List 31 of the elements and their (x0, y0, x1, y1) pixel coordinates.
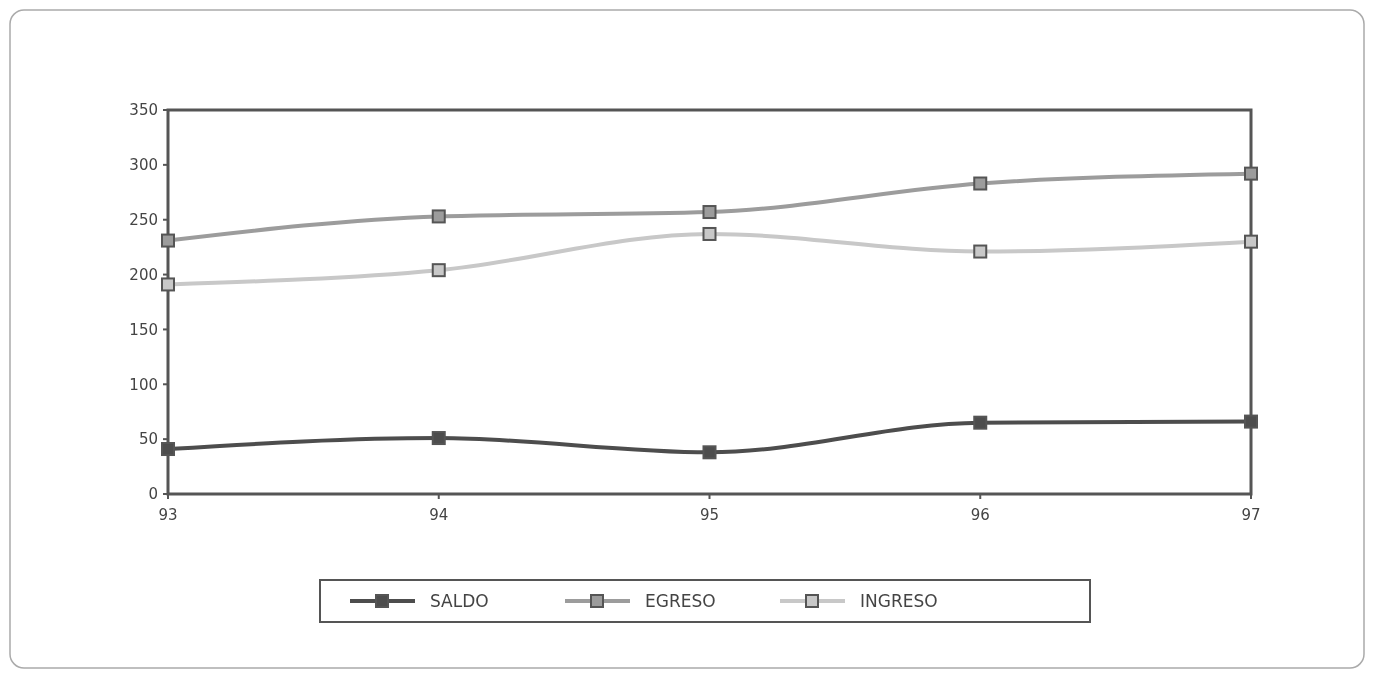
y-tick-label: 300 (129, 156, 158, 175)
x-tick-label: 96 (970, 506, 990, 524)
point (973, 244, 988, 259)
legend-label: EGRESO (645, 590, 716, 611)
y-tick-label: 200 (129, 265, 158, 284)
y-tick-label: 350 (129, 101, 158, 120)
point (973, 415, 988, 430)
point (161, 233, 175, 248)
x-tick-label: 93 (158, 506, 178, 524)
x-tick-label: 97 (1241, 506, 1261, 524)
y-tick-label: 0 (148, 485, 158, 504)
point (1244, 166, 1258, 181)
y-tick-label: 100 (129, 375, 158, 394)
point (702, 445, 717, 460)
x-tick-label: 95 (699, 506, 720, 524)
point (161, 277, 175, 292)
legend-label: SALDO (430, 590, 489, 611)
point (431, 431, 446, 446)
y-tick-label: 50 (138, 430, 158, 449)
point (161, 442, 175, 457)
x-tick-label: 94 (429, 506, 449, 524)
point (1244, 414, 1258, 429)
legend-label: INGRESO (860, 590, 938, 611)
point (431, 209, 446, 224)
point (431, 263, 446, 278)
y-tick-label: 150 (129, 320, 158, 339)
point (702, 226, 717, 241)
y-tick-label: 250 (129, 210, 158, 229)
point (1244, 234, 1258, 249)
point (973, 176, 988, 191)
point (702, 205, 717, 220)
